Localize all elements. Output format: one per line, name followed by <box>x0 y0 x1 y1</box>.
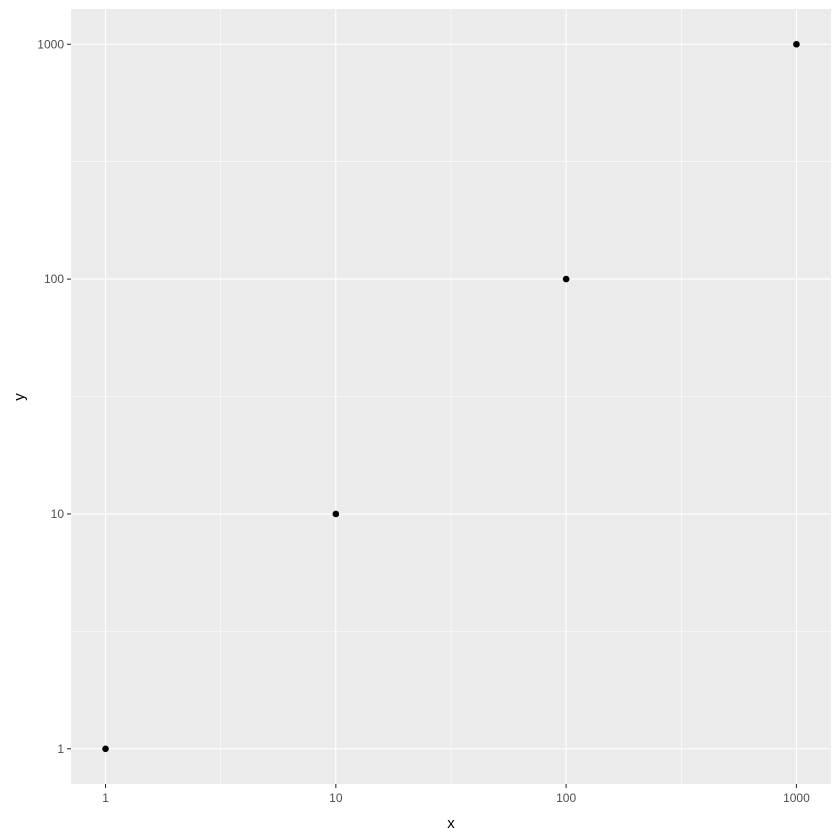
y-tick-label: 10 <box>51 507 65 521</box>
y-tick-label: 1 <box>57 742 64 756</box>
x-tick-label: 1000 <box>783 791 810 805</box>
y-axis: 1 10 100 1000 <box>37 37 71 756</box>
x-axis-title: x <box>447 815 455 832</box>
data-point <box>102 745 109 753</box>
y-tick-label: 100 <box>44 272 64 286</box>
data-point <box>793 40 800 48</box>
data-points <box>102 40 800 753</box>
x-tick-label: 1 <box>102 791 109 805</box>
gridlines <box>71 9 831 784</box>
y-tick-label: 1000 <box>37 37 64 51</box>
x-tick-label: 100 <box>556 791 576 805</box>
y-axis-title: y <box>11 393 28 401</box>
data-point <box>562 275 570 283</box>
x-tick-label: 10 <box>329 791 343 805</box>
x-axis: 1 10 100 1000 <box>102 784 810 805</box>
data-point <box>332 510 340 518</box>
